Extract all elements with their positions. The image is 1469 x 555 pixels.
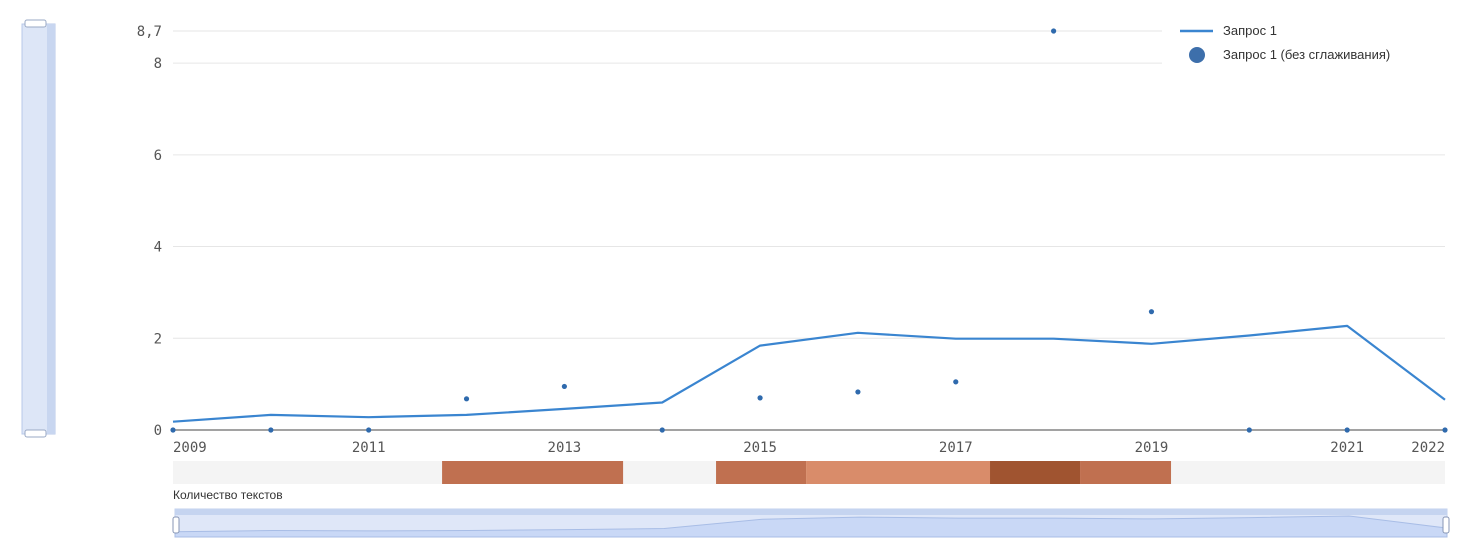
y-tick-label: 8,7	[137, 24, 162, 40]
navigator-series-preview	[174, 515, 1448, 538]
data-point[interactable]	[1344, 427, 1350, 433]
vertical-slider-edge	[47, 24, 55, 434]
data-point[interactable]	[561, 383, 567, 390]
x-tick-label: 2022	[1411, 440, 1445, 456]
legend-background	[1162, 20, 1449, 70]
navigator-right-handle[interactable]	[1442, 516, 1450, 534]
x-tick-label: 2015	[743, 440, 777, 456]
vertical-range-slider[interactable]	[21, 19, 56, 438]
heatmap-cell	[990, 461, 1081, 484]
range-navigator[interactable]	[172, 508, 1450, 538]
y-tick-label: 2	[154, 331, 162, 347]
x-tick-label: 2021	[1330, 440, 1364, 456]
legend: Запрос 1 Запрос 1 (без сглаживания)	[1162, 20, 1449, 70]
vertical-slider-top-handle[interactable]	[24, 19, 47, 28]
data-point[interactable]	[757, 395, 763, 401]
data-point[interactable]	[170, 427, 176, 433]
heatmap-cell	[442, 461, 624, 484]
x-tick-label: 2019	[1135, 440, 1169, 456]
data-point[interactable]	[463, 396, 470, 402]
y-axis: 0 2 4 6 8 8,7	[137, 24, 162, 439]
y-tick-label: 8	[154, 56, 162, 72]
series-line-path[interactable]	[172, 324, 1446, 423]
heatmap-cell	[1080, 461, 1172, 484]
legend-entry-series-1[interactable]: Запрос 1	[1223, 23, 1277, 38]
data-point[interactable]	[1246, 427, 1252, 433]
y-tick-label: 6	[154, 148, 162, 164]
data-point[interactable]	[268, 427, 274, 433]
navigator-top-bar	[175, 509, 1447, 515]
x-tick-label: 2013	[548, 440, 582, 456]
heatmap-strip	[442, 461, 1172, 484]
navigator-left-handle[interactable]	[172, 516, 180, 534]
data-point[interactable]	[366, 427, 372, 433]
y-tick-label: 4	[154, 240, 162, 256]
heatmap-cell	[806, 461, 991, 484]
heatmap-label: Количество текстов	[173, 488, 283, 502]
x-axis: 2009 2011 2013 2015 2017 2019 2021 2022	[173, 440, 1445, 456]
data-point[interactable]	[1148, 309, 1155, 315]
x-tick-label: 2011	[352, 440, 386, 456]
data-point[interactable]	[855, 389, 861, 395]
legend-entry-series-2[interactable]: Запрос 1 (без сглаживания)	[1223, 47, 1390, 62]
data-point[interactable]	[659, 427, 665, 433]
x-tick-label: 2009	[173, 440, 207, 456]
heatmap-cell	[716, 461, 807, 484]
x-tick-label: 2017	[939, 440, 973, 456]
data-point[interactable]	[1051, 28, 1057, 34]
vertical-slider-bottom-handle[interactable]	[24, 429, 47, 438]
data-point[interactable]	[953, 379, 959, 385]
y-tick-label: 0	[154, 423, 162, 439]
series-line	[172, 324, 1446, 423]
grid	[173, 30, 1445, 339]
series-points	[170, 28, 1448, 433]
data-point[interactable]	[1442, 427, 1448, 433]
legend-dot-swatch	[1189, 47, 1205, 63]
